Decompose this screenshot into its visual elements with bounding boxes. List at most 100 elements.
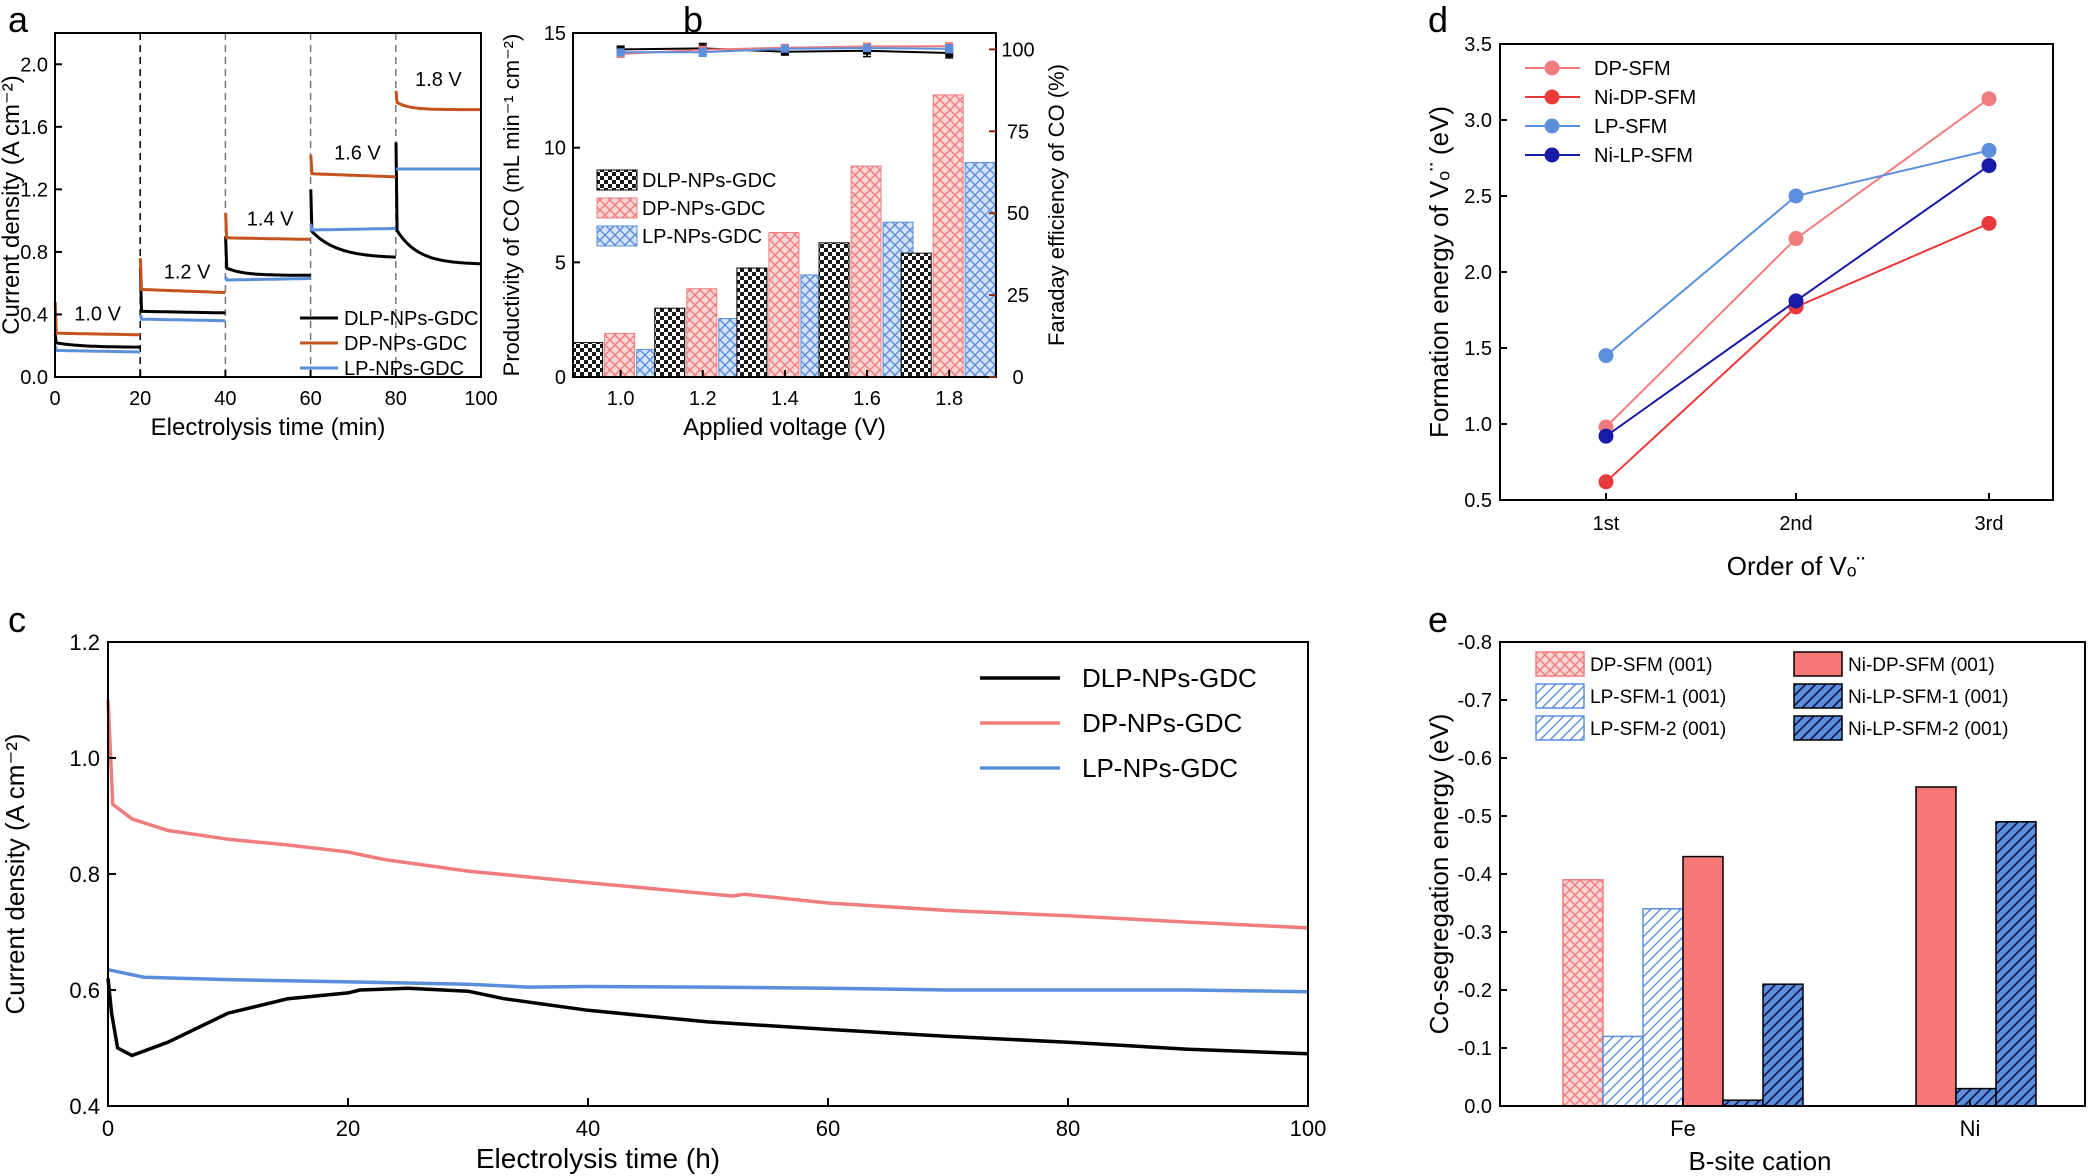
y2-tick-label: 0	[1012, 367, 1023, 389]
chart-d: DP-SFM Ni-DP-SFM LP-SFM Ni-LP-SFM 1st 2nd 3rd 0…	[1424, 34, 2054, 581]
data-point	[1788, 188, 1804, 204]
y2-tick-label: 100	[1001, 39, 1034, 61]
y-tick-label: -0.8	[1458, 632, 1492, 654]
data-point	[1598, 348, 1614, 364]
y-tick-label: 3.0	[1464, 110, 1492, 132]
legend-swatch	[1535, 715, 1585, 741]
x-tick-label: Ni	[1960, 1116, 1981, 1141]
legend-swatch	[1793, 715, 1843, 741]
y-tick-label: 2.0	[20, 54, 48, 76]
bar-dp-sfm (001)	[1562, 879, 1604, 1107]
x-tick-label: 60	[299, 388, 321, 410]
y-tick-label: 2.5	[1464, 186, 1492, 208]
y-tick-label: 0.4	[69, 1094, 100, 1119]
y-tick-label: 1.6	[20, 117, 48, 139]
y-tick-label: -0.7	[1458, 690, 1492, 712]
legend-marker	[1544, 118, 1560, 134]
x-tick-label: 100	[1290, 1116, 1327, 1141]
y-tick-label: 10	[544, 138, 566, 160]
legend-swatch	[596, 197, 638, 219]
bar-lp-nps-gdc	[964, 162, 996, 378]
chart-a: 1.0 V 1.2 V 1.4 V 1.6 V 1.8 V DLP-NPs-GDC DP-N…	[0, 32, 498, 441]
voltage-annotation: 1.8 V	[415, 69, 462, 91]
series-line-dlp-nps-gdc	[53, 334, 141, 349]
bar-ni-dp-sfm (001)	[1915, 786, 1957, 1107]
y-axis-title: Co-segregation energy (eV)	[1424, 714, 1454, 1035]
series-line-lp-nps-gdc	[107, 967, 1309, 994]
bar-lp-sfm-1 (001)	[1602, 1035, 1644, 1107]
legend-label: LP-NPs-GDC	[642, 226, 762, 248]
voltage-annotation: 1.2 V	[164, 261, 211, 283]
x-tick-label: 80	[1056, 1116, 1080, 1141]
legend-marker	[1544, 147, 1560, 163]
legend-label: Ni-DP-SFM (001)	[1848, 655, 1995, 676]
voltage-annotation: 1.0 V	[74, 304, 121, 326]
data-point	[1598, 428, 1614, 444]
data-point	[1788, 293, 1804, 309]
x-tick-label: 80	[385, 388, 407, 410]
x-tick-label: 1.8	[935, 388, 963, 410]
x-tick-label: 40	[576, 1116, 600, 1141]
series-line-dlp-nps-gdc	[138, 267, 226, 315]
chart-c: DLP-NPs-GDC DP-NPs-GDC LP-NPs-GDC 0 20 40 60 80…	[0, 630, 1326, 1174]
x-tick-label: 1st	[1593, 513, 1620, 535]
bar-lp-sfm-2 (001)	[1642, 908, 1684, 1107]
y-axis-title: Current density (A cm⁻²)	[0, 75, 25, 334]
legend-label: DP-NPs-GDC	[1082, 708, 1242, 738]
legend-swatch	[1793, 651, 1843, 677]
y-tick-label: -0.5	[1458, 806, 1492, 828]
series-line-lp-sfm	[1605, 149, 1990, 357]
y-tick-label: 15	[544, 23, 566, 45]
series-line-dlp-nps-gdc	[309, 189, 396, 259]
bar-ni-lp-sfm-2 (001)	[1762, 983, 1804, 1107]
x-tick-label: 1.6	[853, 388, 881, 410]
x-tick-label: 0	[49, 388, 60, 410]
data-point	[1981, 142, 1997, 158]
y-tick-label: 0.8	[20, 242, 48, 264]
x-tick-label: 40	[214, 388, 236, 410]
legend-label: LP-SFM-1 (001)	[1590, 687, 1726, 708]
y-tick-label: 0.6	[69, 978, 100, 1003]
bar-dp-nps-gdc	[768, 232, 800, 378]
panel-label-b: b	[683, 0, 703, 40]
legend-label: DLP-NPs-GDC	[1082, 663, 1257, 693]
y-tick-label: -0.2	[1458, 980, 1492, 1002]
series-line-dp-nps-gdc	[309, 154, 396, 179]
legend-label: LP-NPs-GDC	[1082, 753, 1238, 783]
series-line-lp-nps-gdc	[309, 223, 396, 232]
panel-label-a: a	[8, 0, 29, 40]
legend-label: DLP-NPs-GDC	[642, 170, 776, 192]
y-tick-label: -0.4	[1458, 864, 1492, 886]
y-tick-label: -0.3	[1458, 922, 1492, 944]
x-axis-title: Order of Vₒ¨	[1727, 551, 1865, 581]
fe-point	[863, 44, 872, 53]
data-point	[1981, 158, 1997, 174]
series-line-dp-nps-gdc	[53, 301, 141, 337]
data-point	[1598, 474, 1614, 490]
y-tick-label: 0	[555, 367, 566, 389]
legend-swatch	[1535, 651, 1585, 677]
series-line-dp-nps-gdc	[394, 90, 481, 112]
fe-point	[780, 44, 789, 53]
series-line-lp-nps-gdc	[224, 276, 311, 282]
x-tick-label: 1.2	[689, 388, 717, 410]
y-tick-label: -0.6	[1458, 748, 1492, 770]
x-tick-label: 1.4	[771, 388, 799, 410]
bar-dp-nps-gdc	[686, 288, 718, 378]
y-tick-label: -0.1	[1458, 1038, 1492, 1060]
legend-label: DLP-NPs-GDC	[344, 308, 478, 330]
y-tick-label: 0.8	[69, 862, 100, 887]
legend-marker	[1544, 89, 1560, 105]
legend-swatch	[1535, 683, 1585, 709]
x-tick-label: Fe	[1670, 1116, 1696, 1141]
bar-dlp-nps-gdc	[736, 267, 768, 378]
x-tick-label: 20	[129, 388, 151, 410]
legend-label: DP-SFM (001)	[1590, 655, 1712, 676]
legend-label: Ni-LP-SFM-2 (001)	[1848, 719, 2008, 740]
x-tick-label: 0	[102, 1116, 114, 1141]
data-point	[1981, 215, 1997, 231]
y-tick-label: 0.5	[1464, 490, 1492, 512]
y-tick-label: 0.0	[20, 367, 48, 389]
y-tick-label: 0.0	[1464, 1096, 1492, 1118]
